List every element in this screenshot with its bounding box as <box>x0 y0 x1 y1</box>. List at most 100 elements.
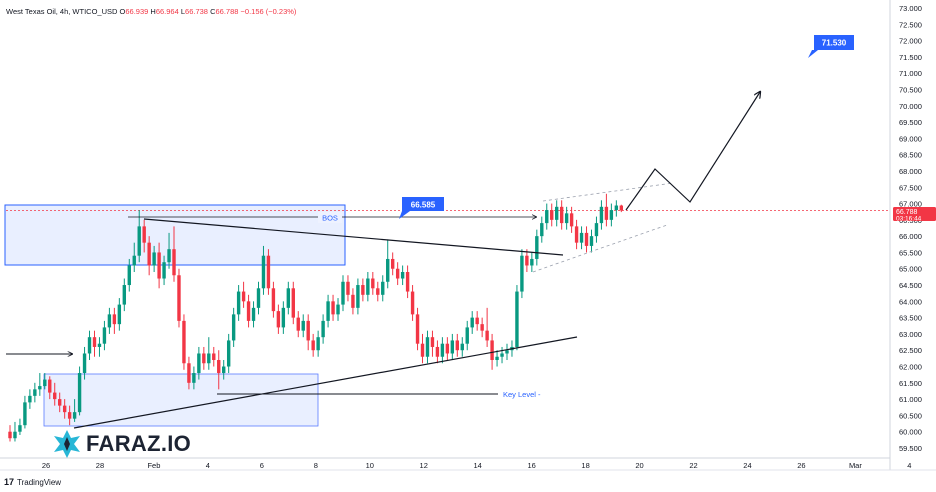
target-value-text: 71.530 <box>822 39 847 48</box>
ohlc-key-o: O <box>119 7 126 16</box>
candle-body <box>281 307 286 328</box>
ohlc-key-c: C <box>207 7 216 16</box>
candle-body <box>33 389 37 396</box>
candle-body <box>594 223 599 237</box>
candle-body <box>316 337 320 351</box>
y-tick-label: 72.000 <box>899 37 922 46</box>
ohlc-value-o: 66.939 <box>125 7 149 16</box>
price-tag-value: 66.788 <box>896 209 918 216</box>
x-tick-label: 28 <box>96 461 104 470</box>
y-tick-label: 64.000 <box>899 297 922 306</box>
projection-path <box>625 92 760 211</box>
candle-body <box>584 232 589 246</box>
y-tick-label: 71.000 <box>899 69 922 78</box>
key-level-label-bg <box>500 389 544 399</box>
candle-body <box>271 288 276 312</box>
x-tick-label: 12 <box>420 461 428 470</box>
y-tick-label: 63.500 <box>899 314 922 323</box>
candle-body <box>515 291 519 347</box>
candle-body <box>137 226 141 256</box>
price-tag-bg <box>893 207 936 221</box>
wedge-upper-line <box>542 182 674 202</box>
candle-body <box>291 288 295 318</box>
candle-body <box>381 281 385 295</box>
candle-body <box>525 255 529 266</box>
x-tick-label: Feb <box>147 461 160 470</box>
tradingview-label: TradingView <box>17 477 62 487</box>
candle-body <box>18 425 22 432</box>
x-tick-label: 8 <box>314 461 318 470</box>
candle-body <box>351 294 355 308</box>
candle-body <box>301 320 305 331</box>
candle-body <box>420 343 425 357</box>
y-tick-label: 64.500 <box>899 281 922 290</box>
x-tick-label: 26 <box>42 461 50 470</box>
candle-body <box>455 340 459 351</box>
candle-body <box>550 210 554 220</box>
candle-body <box>217 360 221 374</box>
bos-value-text: 66.585 <box>411 201 436 210</box>
x-tick-label: 24 <box>743 461 751 470</box>
candle-body <box>8 431 12 439</box>
y-tick-label: 60.500 <box>899 411 922 420</box>
candle-body <box>192 373 196 383</box>
candle-body <box>306 320 310 341</box>
ohlc-values: O66.939 H66.964 L66.738 C66.788 <box>120 7 241 16</box>
candle-body <box>23 402 27 426</box>
ohlc-value-c: 66.788 <box>215 7 239 16</box>
candle-body <box>545 210 549 224</box>
candle-body <box>127 265 131 286</box>
y-tick-label: 69.500 <box>899 118 922 127</box>
x-tick-label: 20 <box>635 461 643 470</box>
candle-body <box>167 249 171 263</box>
symbol-line[interactable]: West Texas Oil, 4h, WTICO_USD <box>6 7 118 16</box>
tradingview-logo[interactable]: 17 TradingView <box>4 477 61 487</box>
candle-body <box>97 343 102 347</box>
candle-body <box>236 291 241 315</box>
bos-label-bg <box>318 212 342 223</box>
candle-body <box>341 281 345 305</box>
y-tick-label: 61.500 <box>899 379 922 388</box>
candle-body <box>589 236 594 246</box>
candle-body <box>107 314 112 328</box>
candle-body <box>425 337 430 357</box>
candle-body <box>112 314 117 325</box>
y-tick-label: 60.000 <box>899 428 922 437</box>
candle-body <box>490 340 494 360</box>
candle-body <box>142 226 146 243</box>
watermark-text: FARAZ.IO <box>86 431 192 456</box>
change-value: −0.156 (−0.23%) <box>240 7 297 16</box>
y-tick-label: 73.000 <box>899 4 922 13</box>
candle-body <box>202 353 206 364</box>
symbol-legend: West Texas Oil, 4h, WTICO_USD O66.939 H6… <box>6 7 296 16</box>
candle-body <box>117 304 122 325</box>
price-tag-countdown: 03:16:44 <box>896 216 922 223</box>
key-level-label: Key Level - <box>503 390 541 399</box>
candle-body <box>162 262 166 279</box>
candle-body <box>13 431 17 439</box>
candle-body <box>609 210 614 220</box>
candle-body <box>67 412 72 419</box>
candle-body <box>38 386 42 390</box>
candle-body <box>132 255 136 266</box>
candle-body <box>520 255 524 292</box>
y-tick-label: 67.500 <box>899 183 922 192</box>
y-tick-label: 70.000 <box>899 102 922 111</box>
y-tick-label: 69.000 <box>899 134 922 143</box>
candle-body <box>53 392 57 400</box>
candle-body <box>530 258 534 266</box>
x-tick-label: 22 <box>689 461 697 470</box>
candle-body <box>207 353 211 364</box>
candle-body <box>604 206 609 220</box>
y-tick-label: 68.000 <box>899 167 922 176</box>
candle-body <box>465 327 469 344</box>
y-tick-label: 65.500 <box>899 248 922 257</box>
ohlc-key-l: L <box>178 7 186 16</box>
candle-body <box>500 353 504 357</box>
candle-body <box>296 317 300 331</box>
candle-body <box>574 226 579 243</box>
candle-body <box>400 272 405 279</box>
candle-body <box>102 327 107 344</box>
